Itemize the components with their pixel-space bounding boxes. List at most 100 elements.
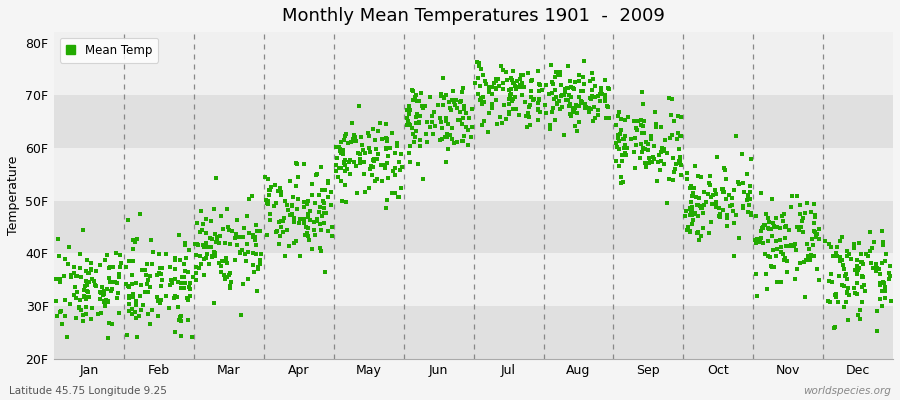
Point (341, 140, 356, 146)
Point (798, 294, 813, 300)
Point (462, 115, 476, 121)
Point (770, 215, 784, 221)
Point (837, 282, 851, 289)
Point (189, 252, 203, 258)
Point (781, 226, 796, 233)
Point (361, 130, 375, 136)
Point (545, 90, 560, 96)
Point (125, 311, 140, 317)
Point (742, 202, 756, 208)
Point (261, 176, 275, 182)
Point (80, 288, 94, 294)
Point (77, 283, 92, 289)
Point (578, 100, 592, 107)
Point (735, 204, 750, 211)
Point (122, 283, 136, 290)
Point (778, 235, 793, 241)
Point (291, 196, 305, 202)
Point (275, 218, 290, 225)
Point (562, 78, 577, 84)
Point (673, 159, 688, 166)
Point (174, 318, 188, 324)
Point (835, 257, 850, 263)
Point (821, 298, 835, 304)
Point (848, 290, 862, 296)
Point (852, 240, 867, 246)
Point (544, 108, 559, 115)
Point (557, 92, 572, 98)
Point (502, 87, 517, 94)
Point (405, 87, 419, 93)
Point (593, 91, 608, 98)
Point (742, 192, 756, 199)
Point (492, 114, 507, 120)
Point (587, 104, 601, 110)
Point (875, 288, 889, 294)
Point (611, 132, 625, 138)
Point (863, 228, 878, 235)
Point (513, 82, 527, 88)
Point (513, 83, 527, 90)
Point (258, 196, 273, 203)
Point (846, 245, 860, 251)
Point (378, 162, 392, 168)
Point (850, 262, 864, 269)
Point (682, 206, 697, 212)
Point (670, 136, 684, 142)
Point (301, 198, 315, 204)
Point (305, 192, 320, 198)
Point (732, 181, 746, 187)
Point (232, 249, 247, 256)
Point (519, 124, 534, 130)
Point (850, 271, 865, 277)
Point (785, 193, 799, 199)
Point (735, 151, 750, 157)
Point (832, 238, 847, 244)
Point (183, 293, 197, 300)
Point (688, 210, 702, 216)
Point (403, 143, 418, 150)
Point (436, 93, 451, 100)
Point (673, 156, 688, 162)
Point (58, 272, 72, 279)
Point (554, 81, 569, 88)
Point (837, 273, 851, 279)
Point (778, 255, 792, 262)
Point (381, 136, 395, 142)
Point (194, 261, 208, 267)
Point (185, 274, 200, 280)
Point (362, 184, 376, 191)
Point (324, 202, 338, 208)
Point (789, 224, 804, 230)
Point (830, 244, 844, 250)
Point (59, 334, 74, 340)
Point (640, 160, 654, 166)
Point (71, 304, 86, 311)
Point (88, 282, 103, 289)
Point (315, 197, 329, 204)
Point (433, 119, 447, 125)
Point (454, 88, 469, 95)
Point (583, 95, 598, 101)
Point (125, 237, 140, 243)
Point (166, 295, 181, 302)
Point (464, 134, 479, 140)
Point (850, 257, 864, 263)
Point (173, 314, 187, 320)
Point (847, 240, 861, 247)
Point (774, 279, 788, 285)
Point (680, 226, 694, 233)
Point (546, 105, 561, 112)
Point (806, 252, 821, 259)
Point (124, 281, 139, 287)
Point (841, 317, 855, 323)
Point (194, 207, 208, 214)
Point (509, 84, 524, 90)
Point (318, 210, 332, 216)
Point (876, 239, 890, 245)
Point (617, 133, 632, 139)
Point (406, 97, 420, 103)
Point (598, 94, 613, 100)
Point (303, 216, 318, 223)
Point (749, 240, 763, 246)
